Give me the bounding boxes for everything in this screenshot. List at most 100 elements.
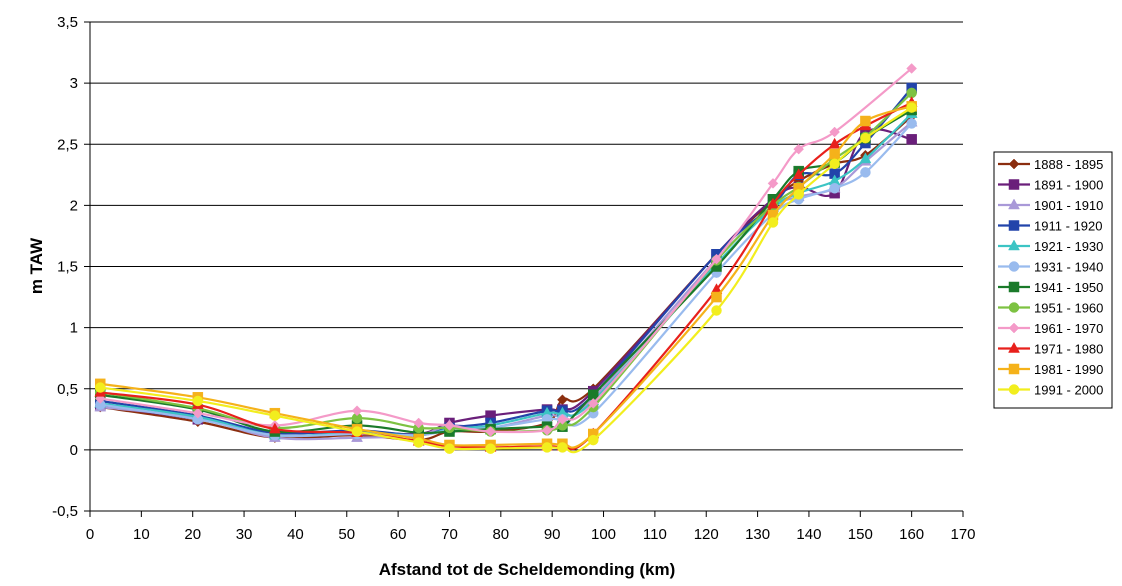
x-tick-label: 70 [441,526,458,543]
x-tick-label: 110 [643,526,667,543]
legend-swatch-marker [1008,158,1020,170]
legend-item: 1931 - 1940 [998,260,1103,275]
axes [84,21,964,517]
data-point [793,143,805,155]
grid [90,21,963,451]
data-point [767,197,779,209]
data-point [829,126,840,138]
legend: 1888 - 1895 1891 - 1900 1901 - 1910 1911 - … [993,151,1113,409]
data-point [485,443,496,454]
data-point [351,405,363,417]
data-point [192,407,204,419]
data-point [557,413,568,425]
data-point [860,115,871,127]
x-tick-label: 40 [287,526,304,543]
x-tick-label: 80 [492,526,509,543]
legend-item: 1901 - 1910 [998,198,1103,213]
data-point [792,168,805,180]
data-point [767,217,779,228]
legend-swatch-marker [1008,302,1020,313]
legend-swatch-marker [1008,198,1020,210]
legend-item: 1941 - 1950 [998,280,1103,295]
data-point [906,102,917,113]
data-point [269,410,281,421]
series-line [100,87,913,437]
legend-item: 1951 - 1960 [998,301,1103,316]
x-tick-label: 30 [236,526,253,543]
legend-item: 1888 - 1895 [998,157,1103,172]
y-tick-label: 1 [70,320,78,337]
series-10 [94,96,918,452]
data-point [859,152,872,164]
series-12 [95,102,917,454]
x-tick-label: 10 [133,526,150,543]
data-point [829,158,840,170]
y-tick-label: -0,5 [52,503,78,520]
data-point [541,442,553,453]
legend-swatch-marker [1008,220,1020,231]
series-line [100,115,913,442]
legend-item: 1971 - 1980 [998,342,1103,357]
y-axis-title: m TAW [27,237,46,294]
y-tick-label: 2,5 [57,136,78,153]
series-line [100,121,913,441]
series-group [94,63,918,454]
legend-swatch-marker [1008,179,1020,190]
legend-item: 1891 - 1900 [998,178,1103,193]
series-8 [95,87,917,437]
legend-swatch-marker [1008,322,1020,334]
x-tick-label: 140 [796,526,821,543]
data-point [860,167,871,178]
legend-label: 1901 - 1910 [1034,198,1103,213]
x-tick-label: 120 [694,526,719,543]
y-tick-label: 0,5 [57,381,78,398]
data-point [829,183,840,194]
x-tick-label: 0 [86,526,94,543]
data-point [793,189,804,200]
series-5 [94,107,918,440]
legend-swatch-marker [1008,281,1020,293]
data-point [192,395,204,407]
data-point [906,63,918,74]
data-point [413,437,424,448]
data-point [95,382,106,393]
legend-label: 1911 - 1920 [1034,219,1102,234]
data-point [711,305,722,316]
series-3 [94,115,918,442]
data-point [711,253,722,265]
data-point [828,137,841,149]
tick-labels: -0,5 0 0,5 1 1,5 2 2,5 3 3,5 0 10 20 30 40 50 60 70 80 90 1… [52,14,975,543]
legend-label: 1921 - 1930 [1034,239,1103,254]
data-point [588,434,599,446]
legend-label: 1991 - 2000 [1034,383,1103,398]
legend-swatch-marker [1008,341,1020,353]
data-point [444,443,455,454]
y-tick-label: 1,5 [57,259,78,276]
data-point [268,422,281,434]
series-1 [94,110,918,446]
series-line [100,101,913,451]
data-point [351,426,363,437]
x-tick-label: 170 [950,526,975,543]
legend-item: 1911 - 1920 [998,219,1102,234]
x-tick-label: 150 [848,526,873,543]
x-tick-label: 20 [184,526,201,543]
series-4 [95,82,917,441]
legend-item: 1981 - 1990 [998,362,1103,377]
legend-label: 1961 - 1970 [1034,321,1103,336]
legend-item: 1921 - 1930 [998,239,1103,254]
y-tick-label: 0 [70,442,78,459]
data-point [829,148,840,160]
legend-label: 1981 - 1990 [1034,362,1103,377]
legend-swatch-marker [1008,363,1020,375]
legend-item: 1991 - 2000 [998,383,1103,398]
x-tick-label: 60 [390,526,407,543]
data-point [413,417,425,429]
x-tick-label: 90 [544,526,561,543]
data-point [860,132,871,144]
data-point [557,442,568,453]
legend-label: 1888 - 1895 [1034,157,1103,172]
series-9 [94,63,918,437]
y-tick-label: 3,5 [57,14,78,31]
